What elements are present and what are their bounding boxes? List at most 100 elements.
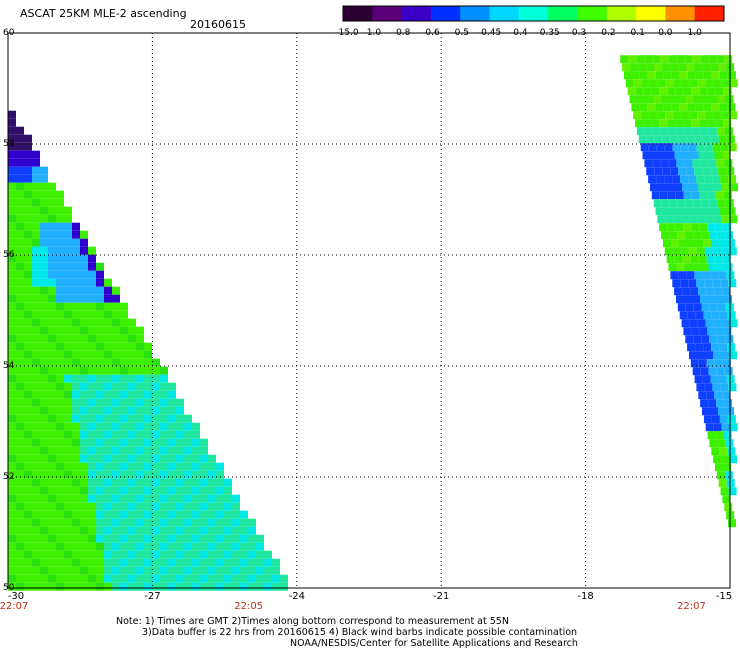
swath-cell [104,582,112,591]
swath-cell [152,374,160,383]
swath-cell [136,374,144,383]
swath-cell [152,390,160,399]
swath-cell [48,486,56,495]
swath-cell [216,486,224,495]
swath-cell [80,566,88,575]
swath-cell [40,534,48,543]
swath-cell [128,446,136,455]
swath-cell [96,566,104,575]
swath-cell [48,230,56,239]
swath-cell [686,271,695,280]
swath-cell [88,518,96,527]
swath-cell [136,414,144,423]
swath-cell [677,199,686,208]
swath-cell [80,430,88,439]
swath-cell [24,190,32,199]
swath-cell [112,382,120,391]
swath-cell [176,566,184,575]
swath-cell [120,382,128,391]
swath-cell [56,326,64,335]
swath-cell [192,446,200,455]
swath-cell [120,358,128,367]
swath-cell [24,302,32,311]
swath-cell [120,494,128,503]
swath-cell [96,462,104,471]
swath-cell [719,239,727,248]
swath-cell [720,487,729,496]
swath-cell [96,446,104,455]
swath-cell [120,414,128,423]
swath-cell [690,359,699,368]
swath-cell [160,502,168,511]
swath-cell [96,294,104,303]
swath-cell [104,534,112,543]
swath-cell [702,167,711,176]
swath-cell [192,542,200,551]
swath-cell [635,87,644,96]
swath-cell [136,558,144,567]
swath-cell [200,518,208,527]
swath-cell [727,343,736,352]
swath-cell [664,247,673,256]
swath-cell [104,358,112,367]
swath-cell [112,494,120,503]
swath-cell [96,262,104,271]
swath-cell [176,558,184,567]
swath-cell [652,55,661,64]
swath-cell [64,574,72,583]
swath-cell [176,454,184,463]
swath-cell [72,582,80,591]
swath-cell [64,374,72,383]
swath-cell [72,294,80,303]
swath-cell [48,318,56,327]
swath-cell [72,286,80,295]
swath-cell [160,478,168,487]
swath-cell [128,510,136,519]
swath-cell [96,398,104,407]
swath-cell [700,127,709,136]
swath-cell [144,438,152,447]
swath-cell [725,335,734,344]
swath-cell [88,262,96,271]
swath-cell [40,558,48,567]
swath-cell [88,382,96,391]
swath-cell [128,470,136,479]
swath-cell [24,230,32,239]
swath-cell [700,55,709,64]
swath-cell [112,342,120,351]
swath-cell [48,358,56,367]
colorbar-segment [460,6,491,21]
swath-cell [32,582,40,591]
swath-cell [8,350,16,359]
swath-cell [651,87,660,96]
swath-cell [32,278,40,287]
swath-cell [64,334,72,343]
swath-cell [112,542,120,551]
swath-cell [88,342,96,351]
swath-cell [96,502,104,511]
swath-cell [216,478,224,487]
swath-cell [24,438,32,447]
swath-cell [80,542,88,551]
swath-cell [80,478,88,487]
swath-cell [104,486,112,495]
swath-cell [700,295,708,304]
swath-cell [184,518,192,527]
swath-cell [208,518,216,527]
swath-cell [672,247,681,256]
swath-cell [8,454,16,463]
swath-cell [670,135,679,144]
swath-cell [8,422,16,431]
swath-cell [694,63,703,72]
swath-cell [88,526,96,535]
swath-cell [88,566,96,575]
swath-cell [64,358,72,367]
swath-cell [16,478,24,487]
swath-cell [128,534,136,543]
swath-cell [152,510,160,519]
swath-cell [152,358,160,367]
swath-cell [690,151,699,160]
swath-cell [224,518,232,527]
swath-cell [16,262,24,271]
swath-cell [80,406,88,415]
